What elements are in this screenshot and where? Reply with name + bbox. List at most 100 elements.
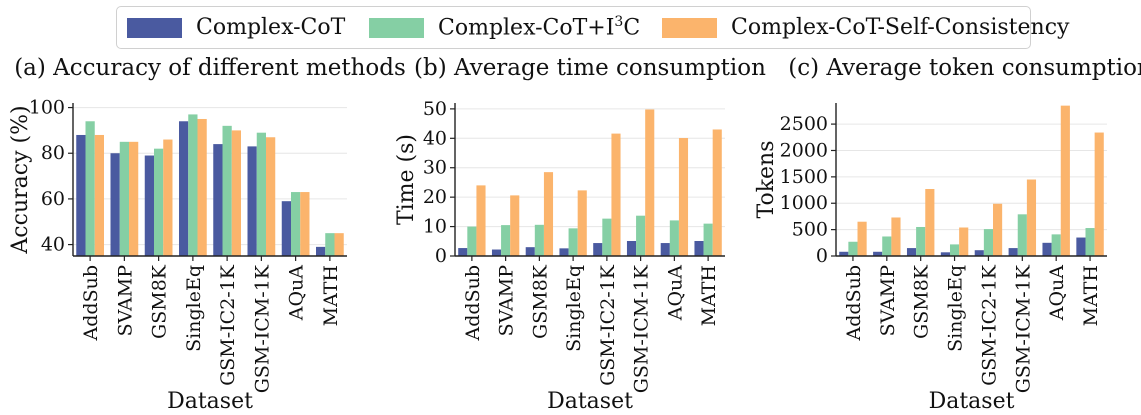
bar-complex-cot-self-consistency-singleeq	[577, 190, 587, 256]
bar-complex-cot-self-consistency-gsm-icm-1k	[265, 137, 276, 256]
bar-complex-cot-svamp	[110, 153, 120, 256]
bar-complex-cot-self-consistency-gsm8k	[925, 188, 935, 256]
y-tick-label: 0	[435, 245, 447, 267]
bar-complex-cot-svamp	[873, 251, 883, 256]
x-tick-label: AddSub	[80, 265, 102, 341]
bar-complex-cot-i3c-math	[703, 223, 713, 256]
y-tick-label: 40	[41, 234, 65, 256]
bar-complex-cot-addsub	[458, 248, 468, 256]
bar-complex-cot-self-consistency-gsm-ic2-1k	[231, 130, 241, 256]
x-tick-label: GSM8K	[529, 264, 551, 339]
y-tick-label: 60	[41, 188, 65, 210]
bar-complex-cot-i3c-aqua	[291, 192, 301, 256]
bar-complex-cot-aqua	[660, 243, 670, 256]
x-tick-label: SingleEq	[563, 265, 585, 352]
bar-complex-cot-i3c-math	[1085, 228, 1095, 256]
chart-title: (b) Average time consumption	[414, 55, 766, 81]
x-tick-label: AQuA	[1046, 265, 1068, 322]
bar-complex-cot-aqua	[1042, 242, 1052, 256]
bar-complex-cot-gsm-ic2-1k	[213, 144, 223, 256]
y-tick-label: 10	[423, 216, 447, 238]
bar-complex-cot-i3c-addsub	[85, 121, 95, 257]
legend-swatch-complex-cot-i3c	[369, 17, 424, 38]
bar-complex-cot-self-consistency-gsm-ic2-1k	[993, 203, 1003, 256]
bar-complex-cot-i3c-addsub	[467, 226, 477, 256]
x-tick-label: SVAMP	[114, 265, 136, 337]
y-axis-label: Tokens	[754, 140, 779, 218]
bar-complex-cot-i3c-gsm-ic2-1k	[222, 125, 232, 257]
x-axis-label: Dataset	[929, 389, 1015, 414]
x-tick-label: SVAMP	[877, 265, 899, 337]
bar-complex-cot-svamp	[491, 249, 502, 256]
bar-complex-cot-self-consistency-svamp	[510, 195, 520, 256]
y-tick-label: 1500	[780, 166, 828, 188]
x-axis-label: Dataset	[167, 389, 253, 414]
legend-label-complex-cot-self-consistency: Complex-CoT-Self-Consistency	[731, 15, 1070, 40]
chart-1: (a) Accuracy of different methods 40 60 80 1…	[8, 55, 406, 414]
legend-swatch-complex-cot	[127, 17, 182, 38]
bar-complex-cot-gsm-ic2-1k	[974, 250, 984, 256]
chart-title: (c) Average token consumption	[788, 55, 1141, 81]
bar-complex-cot-gsm8k	[525, 247, 535, 256]
legend-swatch-complex-cot-self-consistency	[662, 17, 717, 38]
bar-complex-cot-i3c-gsm-ic2-1k	[983, 229, 994, 256]
bar-complex-cot-gsm-icm-1k	[626, 240, 637, 256]
y-tick-label: 100	[29, 97, 65, 119]
x-tick-label: GSM-IC2-1K	[978, 264, 1000, 386]
y-tick-label: 500	[792, 219, 828, 241]
legend-item-complex-cot: Complex-CoT	[127, 7, 345, 48]
bar-complex-cot-i3c-gsm8k	[154, 148, 164, 256]
bar-complex-cot-i3c-singleeq	[949, 244, 960, 256]
y-tick-label: 0	[816, 245, 828, 267]
bar-complex-cot-math	[316, 246, 326, 256]
bar-complex-cot-i3c-singleeq	[188, 114, 198, 256]
bar-complex-cot-self-consistency-gsm-ic2-1k	[611, 133, 621, 256]
bar-complex-cot-self-consistency-gsm-icm-1k	[645, 109, 655, 256]
y-tick-label: 2500	[780, 113, 828, 135]
bar-complex-cot-i3c-addsub	[848, 241, 858, 256]
bar-complex-cot-self-consistency-aqua	[678, 138, 689, 256]
bar-complex-cot-self-consistency-math	[712, 129, 722, 256]
x-tick-label: MATH	[1080, 265, 1102, 326]
x-tick-label: MATH	[698, 265, 720, 326]
y-axis-label: Time (s)	[394, 134, 419, 225]
x-tick-label: SingleEq	[183, 265, 205, 352]
x-tick-label: AQuA	[286, 265, 308, 322]
bar-complex-cot-self-consistency-math	[1094, 132, 1104, 256]
legend-item-complex-cot-self-consistency: Complex-CoT-Self-Consistency	[662, 7, 1069, 48]
bar-complex-cot-math	[694, 240, 704, 256]
bar-complex-cot-i3c-svamp	[882, 236, 892, 256]
bar-complex-cot-i3c-gsm-ic2-1k	[602, 218, 612, 256]
y-tick-label: 2000	[780, 139, 828, 161]
bar-complex-cot-self-consistency-gsm-icm-1k	[1026, 179, 1037, 256]
chart-2: (b) Average time consumption 0 10 20 30 40 50 A…	[394, 55, 766, 414]
x-tick-label: SingleEq	[945, 265, 967, 352]
bar-complex-cot-self-consistency-aqua	[300, 192, 310, 256]
legend-label-complex-cot-i3c: Complex-CoT+I3C	[438, 14, 641, 41]
bar-complex-cot-gsm-icm-1k	[1008, 248, 1018, 256]
legend-item-complex-cot-i3c: Complex-CoT+I3C	[369, 7, 640, 48]
bar-complex-cot-self-consistency-svamp	[891, 217, 901, 256]
bar-complex-cot-self-consistency-addsub	[94, 134, 104, 256]
chart-3: (c) Average token consumption 0 500 1000 150…	[754, 55, 1141, 414]
y-tick-label: 20	[423, 186, 447, 208]
x-tick-label: GSM8K	[911, 264, 933, 339]
x-axis-label: Dataset	[547, 389, 633, 414]
bar-complex-cot-gsm8k	[906, 248, 917, 256]
bar-complex-cot-i3c-math	[325, 233, 335, 256]
bar-complex-cot-addsub	[839, 251, 849, 256]
bar-complex-cot-i3c-svamp	[119, 141, 129, 256]
bar-complex-cot-self-consistency-addsub	[476, 185, 486, 256]
bar-complex-cot-i3c-gsm-icm-1k	[1017, 214, 1027, 256]
bar-complex-cot-gsm-icm-1k	[247, 146, 257, 256]
bar-complex-cot-math	[1076, 237, 1086, 256]
y-tick-label: 30	[423, 157, 447, 179]
y-tick-label: 40	[423, 127, 447, 149]
bar-complex-cot-self-consistency-aqua	[1060, 105, 1070, 256]
bar-complex-cot-self-consistency-addsub	[857, 221, 867, 256]
bar-complex-cot-i3c-aqua	[1051, 234, 1061, 256]
bar-complex-cot-singleeq	[559, 248, 569, 256]
bar-complex-cot-self-consistency-singleeq	[197, 118, 207, 256]
x-tick-label: GSM-ICM-1K	[251, 264, 273, 393]
